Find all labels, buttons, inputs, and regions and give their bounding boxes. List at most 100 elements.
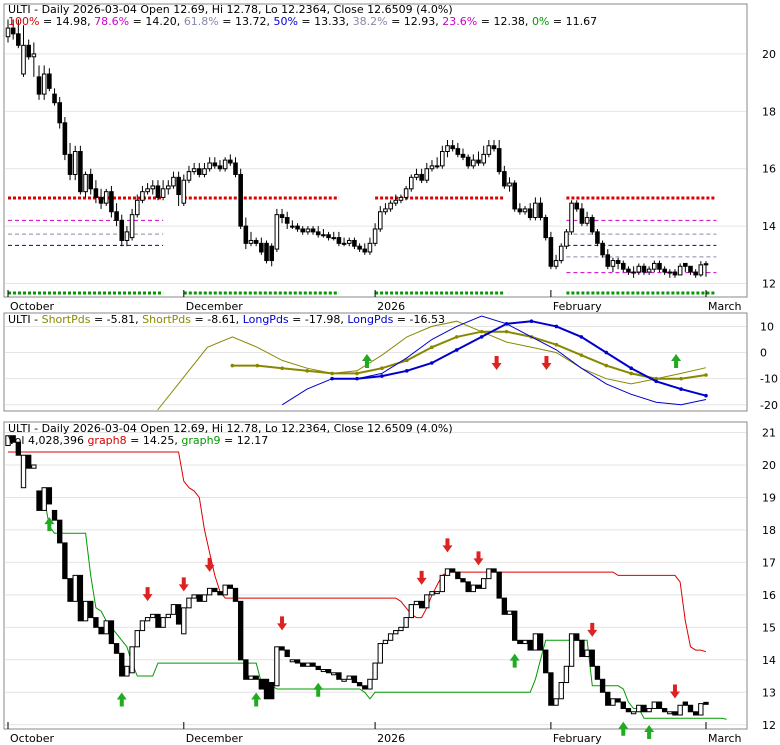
signal-y-tick: 14: [762, 654, 776, 667]
signal-y-axis: 12 13 14 15 16 17 18 19 20 21: [762, 426, 776, 731]
signal-candle: [300, 662, 306, 667]
price-candle: [264, 242, 269, 262]
oscillator-point: [554, 342, 559, 347]
signal-candle: [253, 675, 259, 680]
signal-candle: [362, 685, 368, 690]
oscillator-point: [429, 361, 434, 365]
price-candle: [331, 237, 337, 240]
price-candle: [419, 173, 424, 181]
price-candle: [57, 102, 63, 124]
signal-candle: [341, 678, 347, 682]
price-candle: [62, 122, 68, 155]
price-candle: [124, 231, 130, 241]
price-x-axis: October December 2026 February March: [7, 290, 742, 313]
signal-candle: [119, 652, 125, 677]
price-candle: [145, 188, 150, 193]
sell-arrow-icon: [142, 587, 153, 602]
signal-candle: [346, 675, 352, 680]
price-candle: [233, 162, 238, 175]
fib-legend-part: = 12.93,: [388, 15, 443, 28]
price-candle: [191, 168, 197, 173]
oscillator-title-part: ShortPds: [42, 313, 91, 326]
graph8-line: [8, 451, 707, 653]
signal-candles: [5, 435, 709, 716]
price-candle: [626, 268, 631, 273]
signal-candle: [77, 574, 84, 622]
price-candle: [662, 268, 667, 273]
price-candle: [181, 179, 187, 204]
price-candle: [450, 145, 455, 150]
price-y-axis: 12 14 16 18 20: [762, 48, 776, 291]
sell-arrow-icon: [442, 538, 453, 553]
signal-candle: [258, 678, 265, 690]
price-candle: [367, 242, 373, 253]
signal-candle: [661, 708, 668, 713]
signal-candle: [103, 620, 109, 635]
signal-candle: [222, 584, 228, 596]
signal-candle: [129, 646, 135, 674]
price-candle: [465, 156, 471, 167]
oscillator-panel-frame: [3, 312, 748, 412]
signal-candle: [480, 578, 487, 589]
price-candle: [109, 191, 114, 213]
fib-legend-part: = 11.67: [549, 15, 597, 28]
price-candle: [295, 225, 300, 230]
signal-y-tick: 17: [762, 556, 776, 569]
signal-x-label: March: [708, 732, 742, 745]
oscillator-title-part: = -16.53: [393, 313, 445, 326]
price-candle: [72, 151, 78, 175]
fib-legend-part: 78.6%: [94, 15, 129, 28]
signal-legend-part: = 12.17: [221, 434, 269, 447]
price-candle: [703, 263, 709, 266]
price-candle: [321, 234, 326, 237]
graph9-line: [43, 497, 727, 720]
signal-candle: [93, 617, 99, 628]
signal-candle: [527, 639, 533, 651]
price-x-label: 2026: [377, 300, 405, 313]
fib-legend-part: = 12.38,: [477, 15, 532, 28]
signal-candle: [186, 597, 192, 609]
oscillator-point: [579, 335, 584, 339]
price-candle: [605, 254, 611, 267]
price-candle: [134, 199, 140, 216]
price-candle: [641, 265, 647, 273]
price-candle: [119, 219, 125, 241]
price-candle: [67, 153, 73, 175]
signal-candle: [51, 509, 58, 521]
price-y-tick: 14: [762, 220, 776, 233]
signal-x-axis: October December 2026 February March: [7, 722, 742, 745]
signal-candle: [656, 701, 663, 710]
price-candle: [388, 202, 393, 210]
oscillator-series-line: [157, 320, 707, 411]
oscillator-title-part: LongPds: [243, 313, 289, 326]
price-candle: [114, 211, 119, 221]
sell-arrow-icon: [416, 570, 427, 585]
signal-title-part: ULTI - Daily 2026-03-04 Open 12.69, Hi 1…: [8, 422, 453, 435]
signal-candle: [682, 701, 688, 706]
signal-candle: [62, 542, 68, 580]
signal-x-label: February: [553, 732, 602, 745]
price-candle: [543, 217, 549, 239]
signal-grid: [5, 431, 746, 726]
signal-candle: [98, 626, 104, 635]
signal-candle: [641, 704, 647, 713]
oscillator-panel-title: ULTI - ShortPds = -5.81, ShortPds = -8.6…: [8, 313, 445, 326]
signal-candle: [651, 701, 657, 710]
signal-candle: [687, 704, 694, 713]
signal-candle: [377, 643, 383, 664]
signal-candle: [46, 487, 53, 505]
price-candle: [517, 208, 523, 213]
price-candle: [610, 260, 616, 267]
price-candle: [589, 217, 595, 233]
signal-candle: [418, 600, 425, 609]
price-candle: [326, 234, 331, 239]
signal-candle: [88, 600, 94, 619]
signal-candle: [615, 698, 621, 703]
signal-candle: [201, 594, 208, 602]
price-candle: [228, 159, 233, 164]
price-candle: [460, 153, 466, 158]
price-candle: [290, 225, 295, 228]
price-candle: [259, 242, 264, 253]
signal-candle: [698, 703, 704, 716]
price-candle: [36, 76, 42, 95]
